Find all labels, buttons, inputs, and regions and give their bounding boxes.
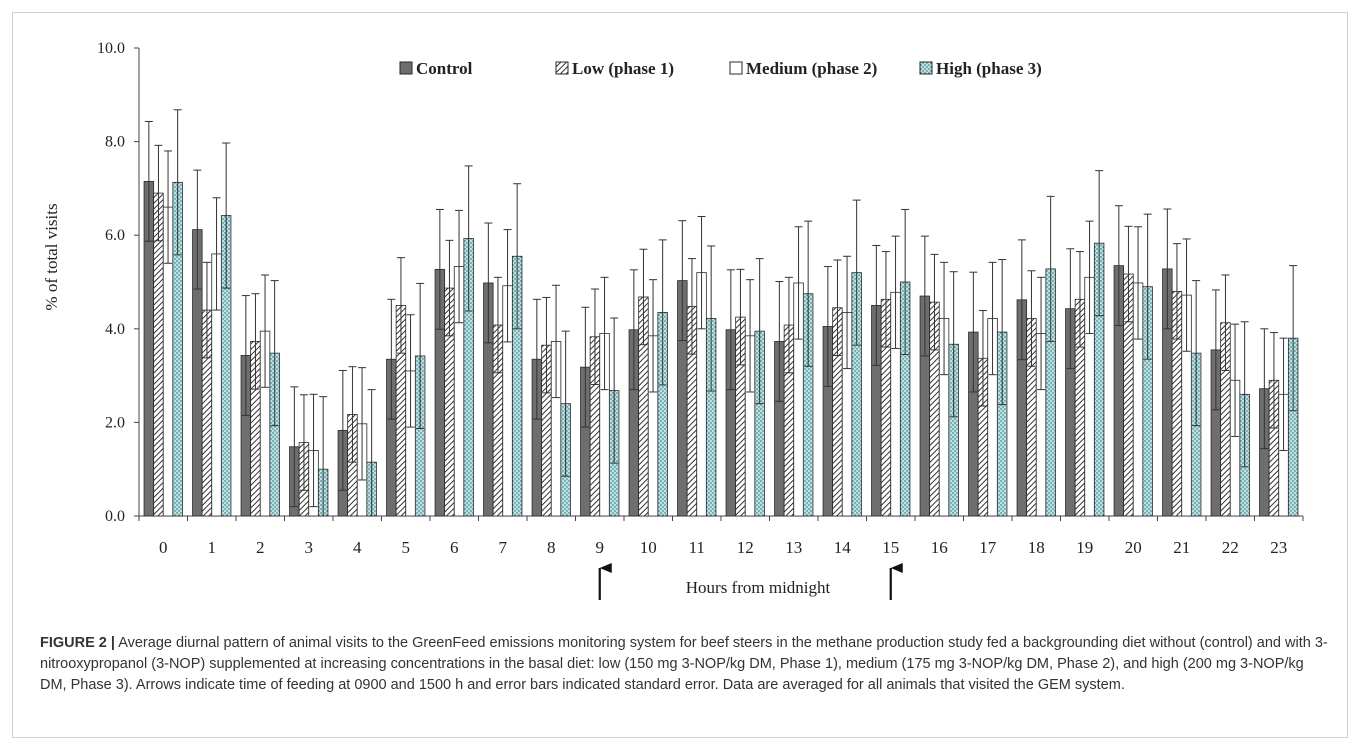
axes	[134, 47, 1304, 521]
legend-label: Medium (phase 2)	[746, 59, 877, 78]
x-tick-label: 8	[547, 538, 556, 557]
y-axis-label: % of total visits	[42, 203, 61, 310]
x-tick-label: 23	[1270, 538, 1287, 557]
bar-chart: % of total visits Hours from midnight 0.…	[42, 40, 1304, 600]
x-tick-label: 3	[305, 538, 314, 557]
bar	[153, 192, 164, 517]
caption-label: FIGURE 2 |	[40, 635, 115, 651]
x-tick-label: 18	[1028, 538, 1045, 557]
legend: Control Low (phase 1) Medium (phase 2) High…	[399, 59, 1042, 78]
y-tick-label: 2.0	[105, 414, 125, 431]
feeding-arrows	[598, 563, 903, 600]
x-tick-label: 2	[256, 538, 265, 557]
labels-layer: % of total visits Hours from midnight 0.…	[42, 40, 1287, 597]
x-tick-label: 4	[353, 538, 362, 557]
x-tick-label: 20	[1125, 538, 1142, 557]
x-tick-label: 6	[450, 538, 459, 557]
x-tick-label: 21	[1173, 538, 1190, 557]
x-tick-label: 17	[979, 538, 997, 557]
x-tick-label: 19	[1076, 538, 1093, 557]
x-axis-label: Hours from midnight	[686, 578, 831, 597]
legend-swatch	[555, 61, 569, 75]
x-tick-label: 12	[737, 538, 754, 557]
bars-layer	[143, 180, 1299, 517]
x-tick-label: 22	[1222, 538, 1239, 557]
x-tick-label: 7	[499, 538, 508, 557]
x-tick-label: 0	[159, 538, 168, 557]
legend-label: Low (phase 1)	[572, 59, 674, 78]
y-tick-label: 6.0	[105, 227, 125, 244]
legend-label: Control	[416, 59, 473, 78]
x-tick-label: 15	[882, 538, 899, 557]
legend-swatch	[399, 61, 413, 75]
caption-text: Average diurnal pattern of animal visits…	[40, 635, 1328, 693]
y-tick-label: 10.0	[97, 40, 125, 57]
figure-caption: FIGURE 2 | Average diurnal pattern of an…	[40, 633, 1330, 696]
x-tick-label: 13	[785, 538, 802, 557]
x-tick-label: 5	[402, 538, 411, 557]
x-tick-label: 14	[834, 538, 852, 557]
x-tick-label: 9	[596, 538, 605, 557]
error-bars-layer	[144, 109, 1298, 517]
y-tick-label: 4.0	[105, 321, 125, 338]
legend-swatch	[919, 61, 933, 75]
x-tick-label: 16	[931, 538, 948, 557]
x-tick-label: 11	[689, 538, 705, 557]
y-tick-label: 8.0	[105, 134, 125, 151]
legend-swatch	[729, 61, 743, 75]
legend-label: High (phase 3)	[936, 59, 1042, 78]
x-tick-label: 1	[208, 538, 217, 557]
x-tick-label: 10	[640, 538, 657, 557]
y-tick-label: 0.0	[105, 508, 125, 525]
